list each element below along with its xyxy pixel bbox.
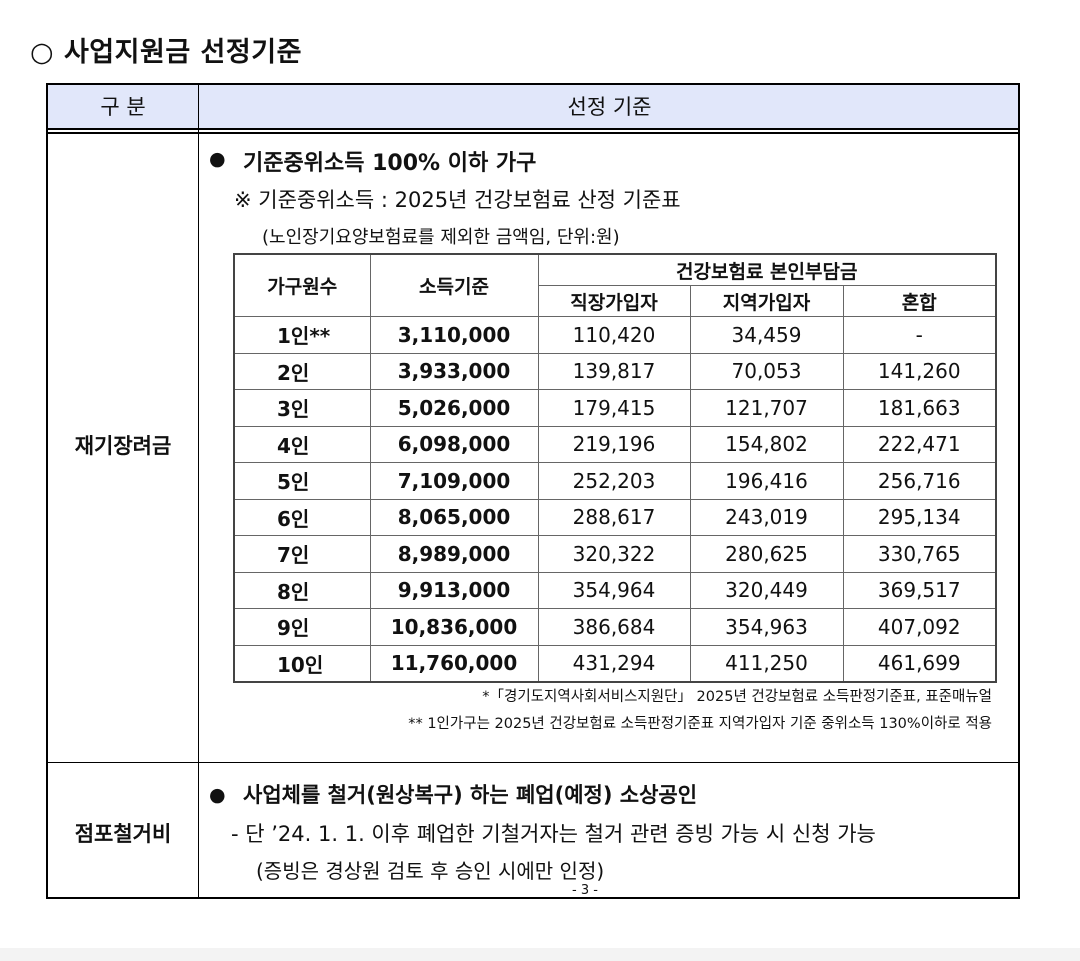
col-header-employee: 직장가입자 — [537, 285, 691, 317]
section2-sub-criterion: - 단 ’24. 1. 1. 이후 폐업한 기철거자는 철거 관련 증빙 가능 … — [231, 822, 876, 846]
table-header-row — [48, 85, 1018, 129]
header-category: 구 분 — [100, 95, 146, 119]
source-note: *「경기도지역사회서비스지원단」 2025년 건강보험료 소득판정기준표, 표준… — [482, 689, 992, 705]
col-header-regional: 지역가입자 — [689, 285, 844, 317]
table-row: 3인 5,026,000 179,415 121,707 181,663 — [233, 389, 997, 427]
page-number: - 3 - — [572, 883, 598, 898]
income-table: 가구원수 소득기준 건강보험료 본인부담금 직장가입자 지역가입자 혼합 1인*… — [233, 253, 998, 683]
column-divider — [198, 85, 199, 897]
section1-main-criterion: 기준중위소득 100% 이하 가구 — [243, 151, 537, 176]
table-row: 5인 7,109,000 252,203 196,416 256,716 — [233, 462, 997, 500]
col-header-household: 가구원수 — [233, 253, 371, 317]
table-row: 1인** 3,110,000 110,420 34,459 - — [233, 316, 997, 354]
table-row: 10인 11,760,000 431,294 411,250 461,699 — [233, 644, 997, 683]
section-label-store-removal: 점포철거비 — [74, 822, 172, 846]
footnote: ** 1인가구는 2025년 건강보험료 소득판정기준표 지역가입자 기준 중위… — [408, 716, 992, 732]
table-row: 8인 9,913,000 354,964 320,449 369,517 — [233, 571, 997, 609]
header-rule-top — [48, 128, 1018, 130]
table-row: 4인 6,098,000 219,196 154,802 222,471 — [233, 425, 997, 463]
criteria-table: 구 분 선정 기준 재기장려금 ● 기준중위소득 100% 이하 가구 ※ 기준… — [46, 83, 1020, 899]
table-row: 7인 8,989,000 320,322 280,625 330,765 — [233, 535, 997, 573]
section2-sub-note: (증빙은 경상원 검토 후 승인 시에만 인정) — [256, 859, 605, 883]
page-title: ○ 사업지원금 선정기준 — [30, 37, 302, 68]
table-row: 6인 8,065,000 288,617 243,019 295,134 — [233, 498, 997, 536]
header-rule-bottom — [48, 132, 1018, 134]
bullet-icon: ● — [209, 784, 226, 806]
section-label-reentry-grant: 재기장려금 — [74, 434, 172, 458]
section1-unit-note: (노인장기요양보험료를 제외한 금액임, 단위:원) — [262, 227, 620, 248]
section1-note: ※ 기준중위소득 : 2025년 건강보험료 산정 기준표 — [234, 188, 681, 212]
col-header-income: 소득기준 — [369, 253, 539, 317]
row-divider — [48, 762, 1018, 763]
table-row: 9인 10,836,000 386,684 354,963 407,092 — [233, 608, 997, 646]
col-header-mixed: 혼합 — [842, 285, 997, 317]
section2-main-criterion: 사업체를 철거(원상복구) 하는 폐업(예정) 소상공인 — [243, 783, 698, 807]
col-header-premium-group: 건강보험료 본인부담금 — [537, 253, 997, 286]
bullet-icon: ● — [209, 148, 226, 170]
page-bottom-band — [0, 948, 1080, 961]
header-criteria: 선정 기준 — [567, 95, 652, 119]
table-row: 2인 3,933,000 139,817 70,053 141,260 — [233, 352, 997, 390]
